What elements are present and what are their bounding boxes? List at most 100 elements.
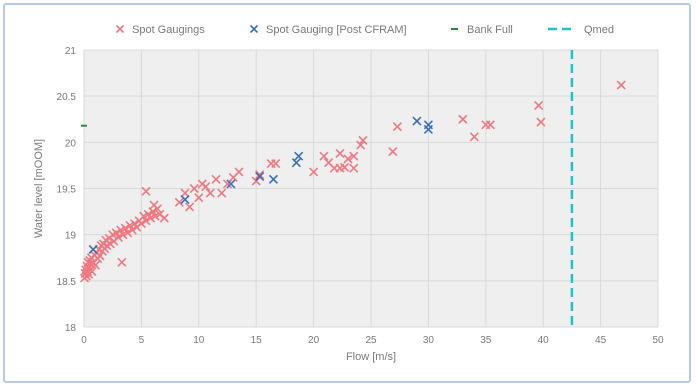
x-tick-label: 40 <box>538 335 550 346</box>
post-cfram-point <box>180 195 190 205</box>
y-tick-label: 19 <box>65 231 77 242</box>
spot-gauging-point-stroke <box>185 202 195 212</box>
spot-gauging-point <box>201 182 211 192</box>
legend-item: Qmed <box>548 24 614 36</box>
legend-x-marker <box>115 24 125 34</box>
y-tick-labels: 18 18.5 19 19.5 20 20.5 21 <box>57 46 77 334</box>
x-tick-label: 5 <box>139 335 145 346</box>
spot-gauging-point <box>343 154 353 164</box>
spot-gauging-point <box>392 122 402 132</box>
spot-gauging-point-stroke <box>87 267 97 277</box>
spot-gauging-point-stroke <box>148 207 158 217</box>
spot-gauging-point-stroke <box>120 223 130 233</box>
spot-gauging-point <box>87 267 97 277</box>
spot-gauging-point-stroke <box>95 251 105 261</box>
post-cfram-point-stroke <box>180 195 190 205</box>
legend-x-marker-stroke <box>115 24 125 34</box>
y-tick-label: 20 <box>65 138 77 149</box>
spot-gauging-point-stroke <box>469 132 479 142</box>
spot-gauging-point-stroke <box>485 120 495 130</box>
spot-gauging-point <box>349 151 359 161</box>
spot-gauging-point <box>388 147 398 157</box>
legend-label: Bank Full <box>467 24 513 36</box>
spot-gauging-point <box>194 193 204 203</box>
spot-gauging-point-stroke <box>340 162 350 172</box>
spot-gauging-point <box>127 225 137 235</box>
post-cfram-point <box>88 244 98 255</box>
spot-gauging-point-stroke <box>90 260 101 270</box>
spot-gauging-point <box>536 117 546 127</box>
post-cfram-point-stroke <box>423 120 433 130</box>
post-cfram-point <box>226 179 236 189</box>
spot-gauging-point-stroke <box>358 135 368 146</box>
spot-gauging-point-stroke <box>534 100 544 110</box>
x-tick-label: 10 <box>193 335 205 346</box>
spot-gauging-point-stroke <box>155 209 165 219</box>
points-layer <box>80 80 626 283</box>
spot-gauging-point-stroke <box>111 228 121 238</box>
spot-gauging-point-stroke <box>458 114 468 124</box>
legend-x-marker-stroke <box>249 24 259 34</box>
spot-gauging-point <box>534 100 544 110</box>
legend-item: Spot Gauging [Post CFRAM] <box>249 24 407 36</box>
y-tick-label: 19.5 <box>57 185 77 196</box>
spot-gauging-point-stroke <box>356 140 366 150</box>
spot-gauging-point <box>335 148 345 158</box>
spot-gauging-point <box>174 197 184 207</box>
spot-gauging-point-stroke <box>149 200 159 210</box>
spot-gauging-point-stroke <box>174 197 184 207</box>
post-cfram-point-stroke <box>294 151 304 161</box>
post-cfram-point-stroke <box>291 158 301 168</box>
spot-gauging-point <box>123 228 133 238</box>
spot-gauging-point-stroke <box>159 213 169 223</box>
spot-gauging-point <box>117 257 127 267</box>
legend-x-marker <box>249 24 259 34</box>
y-tick-label: 21 <box>65 46 77 57</box>
y-axis-title: Water level [mOOM] <box>33 139 45 238</box>
spot-gauging-point <box>111 228 121 238</box>
spot-gauging-point <box>458 114 468 124</box>
x-tick-label: 0 <box>81 335 87 346</box>
spot-gauging-point <box>141 216 151 226</box>
x-tick-label: 35 <box>480 335 492 346</box>
spot-gauging-point-stroke <box>349 163 359 173</box>
spot-gauging-point <box>113 232 124 243</box>
spot-gauging-point <box>255 170 265 180</box>
spot-gauging-point-stroke <box>349 151 359 161</box>
spot-gauging-point <box>319 151 329 161</box>
spot-gauging-point-stroke <box>141 186 151 196</box>
spot-gauging-point <box>120 223 130 233</box>
spot-gauging-point <box>485 120 495 130</box>
post-cfram-point <box>268 174 278 184</box>
y-tick-label: 20.5 <box>57 92 77 103</box>
spot-gauging-point <box>234 167 244 177</box>
post-cfram-point <box>291 158 301 168</box>
spot-gauging-point-stroke <box>129 219 140 229</box>
spot-gauging-point <box>271 159 281 169</box>
spot-gauging-point <box>136 219 146 229</box>
post-cfram-point-stroke <box>255 171 265 182</box>
y-tick-label: 18 <box>65 323 77 334</box>
spot-gauging-point-stroke <box>217 188 227 198</box>
spot-gauging-point-stroke <box>335 148 345 158</box>
spot-gauging-point-stroke <box>123 228 133 238</box>
spot-gauging-point-stroke <box>251 176 261 186</box>
spot-gauging-point <box>189 183 199 194</box>
spot-gauging-point-stroke <box>536 117 546 127</box>
x-tick-label: 50 <box>652 335 664 346</box>
spot-gauging-point <box>356 140 366 150</box>
post-cfram-point-stroke <box>268 174 278 184</box>
spot-gauging-point-stroke <box>117 257 127 267</box>
spot-gauging-point <box>340 162 350 172</box>
x-tick-label: 15 <box>251 335 263 346</box>
spot-gauging-point-stroke <box>255 170 265 180</box>
spot-gauging-point <box>469 132 479 142</box>
spot-gauging-point-stroke <box>388 147 398 157</box>
spot-gauging-point-stroke <box>141 216 151 226</box>
post-cfram-point <box>255 171 265 182</box>
spot-gauging-point-stroke <box>323 158 334 168</box>
spot-gauging-point-stroke <box>343 154 353 164</box>
spot-gauging-point <box>349 163 359 173</box>
x-tick-label: 30 <box>423 335 435 346</box>
